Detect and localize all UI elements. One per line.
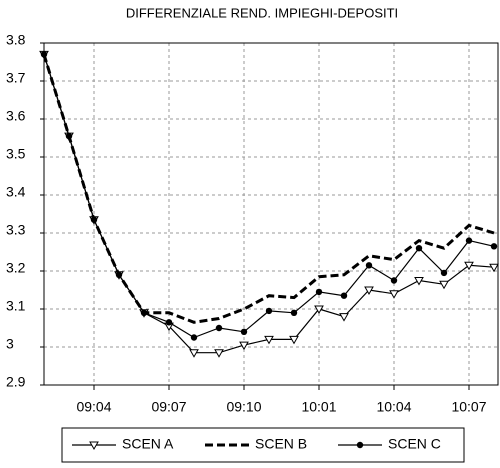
y-tick-label: 3.5: [6, 146, 26, 162]
point: [414, 277, 424, 286]
legend-label: SCEN A: [122, 436, 174, 452]
point: [390, 277, 398, 284]
legend-label: SCEN C: [388, 436, 441, 452]
plot-frame: [43, 42, 499, 386]
x-tick-label: 09:07: [151, 399, 186, 415]
point: [290, 309, 298, 316]
point: [214, 349, 224, 358]
x-tick-label: 10:04: [376, 399, 411, 415]
point: [490, 243, 498, 250]
y-tick-label: 2.9: [6, 374, 26, 390]
y-tick-label: 3.2: [6, 260, 26, 276]
point: [315, 288, 323, 296]
point: [464, 261, 474, 271]
y-tick-label: 3.7: [6, 70, 26, 86]
point: [140, 309, 148, 316]
point: [239, 341, 249, 351]
point: [314, 305, 324, 315]
point: [440, 269, 448, 277]
point: [40, 51, 48, 58]
point: [465, 237, 473, 244]
y-tick-label: 3.3: [6, 222, 26, 238]
point: [289, 335, 299, 345]
x-tick-label: 10:07: [451, 399, 486, 415]
y-tick-label: 3.4: [6, 184, 26, 200]
legend-marker: [89, 441, 99, 451]
point: [389, 290, 399, 299]
point: [415, 245, 423, 252]
point: [215, 324, 223, 332]
y-tick-label: 3.6: [6, 108, 26, 124]
point: [264, 335, 274, 345]
legend-marker: [356, 441, 364, 449]
y-tick-label: 3.1: [6, 298, 26, 314]
chart-title: DIFFERENZIALE REND. IMPIEGHI-DEPOSITI: [126, 5, 398, 20]
point: [265, 307, 273, 315]
point: [340, 292, 348, 299]
point: [339, 313, 349, 322]
point: [489, 263, 499, 273]
point: [189, 349, 199, 358]
point: [240, 328, 248, 335]
point: [439, 280, 449, 290]
point: [115, 271, 123, 278]
legend-label: SCEN B: [255, 436, 307, 452]
point: [365, 262, 373, 269]
x-tick-label: 09:10: [226, 399, 261, 415]
point: [90, 216, 98, 223]
y-tick-label: 3: [6, 336, 14, 352]
point: [65, 132, 73, 140]
point: [165, 319, 173, 326]
x-tick-label: 09:04: [76, 399, 111, 415]
y-tick-label: 3.8: [6, 32, 26, 48]
legend-box: [61, 427, 465, 463]
x-tick-label: 10:01: [301, 399, 336, 415]
point: [190, 334, 198, 341]
point: [364, 286, 374, 296]
